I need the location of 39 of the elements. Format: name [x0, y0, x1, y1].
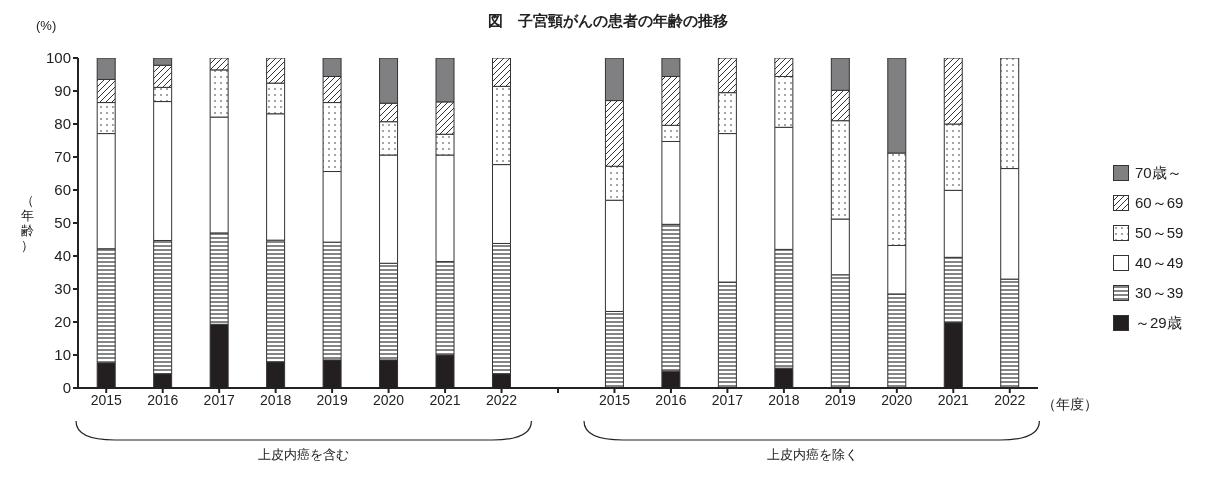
- y-tick-label: 70: [54, 148, 71, 166]
- legend-label: 60～69: [1135, 193, 1184, 213]
- x-tick-label: 2021: [429, 391, 461, 408]
- y-tick-label: 0: [62, 379, 71, 397]
- x-tick-label: 2018: [768, 391, 800, 408]
- y-tick-label: 30: [54, 280, 71, 298]
- x-tick-label: 2016: [147, 391, 179, 408]
- y-tick-label: 50: [54, 214, 71, 232]
- legend-label: 70歳～: [1135, 163, 1182, 183]
- y-tick-label: 60: [54, 181, 71, 199]
- legend-label: ～29歳: [1135, 313, 1182, 333]
- x-tick-label: 2019: [824, 391, 857, 408]
- x-tick-label: 2017: [711, 391, 744, 408]
- x-tick-label: 2022: [485, 391, 518, 408]
- x-tick-label: 2020: [881, 391, 913, 408]
- y-tick-label: 20: [54, 313, 71, 331]
- y-tick-label: 40: [54, 247, 71, 265]
- text: 上皮内癌を含む: [257, 446, 351, 464]
- x-tick-label: 2017: [203, 391, 235, 408]
- x-tick-label: 2018: [260, 391, 292, 408]
- y-axis-title: （年齢）: [20, 193, 34, 253]
- legend-label: 30～39: [1135, 283, 1184, 303]
- legend-label: 50～59: [1135, 223, 1184, 243]
- chart-title: 図 子宮頸がんの患者の年齢の推移: [488, 12, 728, 29]
- text: (%): [36, 18, 57, 33]
- x-tick-label: 2015: [90, 391, 123, 408]
- x-tick-label: 2019: [316, 391, 348, 408]
- x-axis-title: （年度）: [1042, 396, 1098, 414]
- text: 上皮内癌を除く: [765, 446, 859, 464]
- legend-label: 40～49: [1135, 253, 1184, 273]
- y-tick-label: 80: [54, 115, 71, 133]
- x-tick-label: 2020: [373, 391, 405, 408]
- x-tick-label: 2015: [598, 391, 631, 408]
- x-tick-label: 2016: [655, 391, 687, 408]
- x-tick-label: 2021: [937, 391, 970, 408]
- y-tick-label: 10: [54, 346, 71, 364]
- y-tick-label: 90: [54, 82, 71, 100]
- y-tick-label: 100: [45, 49, 71, 67]
- x-tick-label: 2022: [994, 391, 1026, 408]
